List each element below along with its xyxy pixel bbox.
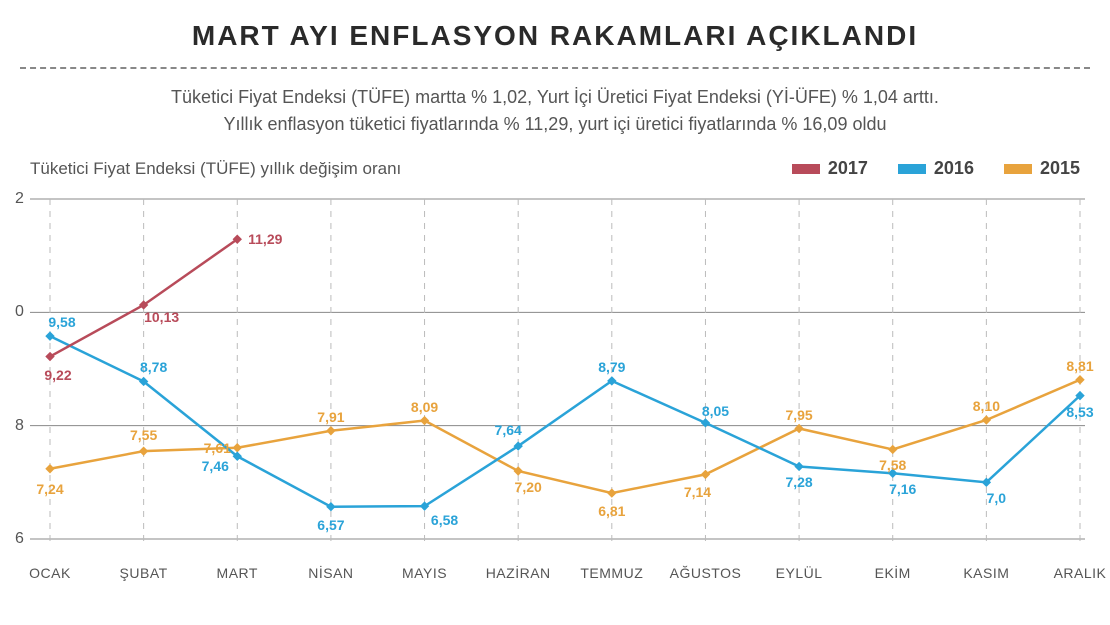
y-axis-tick-label: 0 [15, 303, 24, 321]
chart-svg [20, 189, 1090, 589]
chart-axis-label: Tüketici Fiyat Endeksi (TÜFE) yıllık değ… [30, 159, 401, 179]
chart-area: 6802OCAKŞUBATMARTNİSANMAYISHAZİRANTEMMUZ… [20, 189, 1090, 589]
data-point-label: 7,24 [36, 481, 63, 497]
x-axis-tick-label: ARALIK [1054, 565, 1107, 581]
data-point-label: 7,14 [684, 484, 711, 500]
data-point-label: 8,05 [702, 403, 729, 419]
x-axis-tick-label: EYLÜL [776, 565, 823, 581]
data-point-label: 9,58 [48, 314, 75, 330]
data-point-label: 7,16 [889, 481, 916, 497]
y-axis-tick-label: 6 [15, 530, 24, 548]
data-point-label: 8,78 [140, 359, 167, 375]
x-axis-tick-label: OCAK [29, 565, 71, 581]
data-point-label: 10,13 [144, 309, 179, 325]
legend-item-2016: 2016 [898, 158, 974, 179]
data-point-label: 7,58 [879, 457, 906, 473]
data-point-label: 6,57 [317, 517, 344, 533]
legend-label-2015: 2015 [1040, 158, 1080, 179]
legend-swatch-2017 [792, 164, 820, 174]
x-axis-tick-label: TEMMUZ [580, 565, 643, 581]
data-point-label: 8,09 [411, 399, 438, 415]
data-point-label: 7,46 [202, 458, 229, 474]
x-axis-tick-label: ŞUBAT [120, 565, 168, 581]
x-axis-tick-label: AĞUSTOS [670, 565, 742, 581]
legend: 2017 2016 2015 [792, 158, 1080, 179]
data-point-label: 7,95 [785, 407, 812, 423]
data-point-label: 11,29 [248, 231, 282, 247]
legend-swatch-2016 [898, 164, 926, 174]
x-axis-tick-label: NİSAN [308, 565, 353, 581]
data-point-label: 7,20 [515, 479, 542, 495]
data-point-label: 7,91 [317, 409, 344, 425]
data-point-label: 9,22 [44, 367, 71, 383]
data-point-label: 7,28 [785, 474, 812, 490]
subtitle: Tüketici Fiyat Endeksi (TÜFE) martta % 1… [20, 84, 1090, 138]
legend-item-2017: 2017 [792, 158, 868, 179]
data-point-label: 7,55 [130, 427, 157, 443]
legend-item-2015: 2015 [1004, 158, 1080, 179]
legend-swatch-2015 [1004, 164, 1032, 174]
chart-header: Tüketici Fiyat Endeksi (TÜFE) yıllık değ… [30, 158, 1080, 179]
x-axis-tick-label: MART [217, 565, 258, 581]
x-axis-tick-label: MAYIS [402, 565, 447, 581]
data-point-label: 8,53 [1066, 404, 1093, 420]
data-point-label: 7,61 [204, 440, 231, 456]
subtitle-line-1: Tüketici Fiyat Endeksi (TÜFE) martta % 1… [171, 87, 939, 107]
x-axis-tick-label: KASIM [963, 565, 1009, 581]
x-axis-tick-label: HAZİRAN [486, 565, 551, 581]
divider [20, 67, 1090, 69]
data-point-label: 6,81 [598, 503, 625, 519]
x-axis-tick-label: EKİM [875, 565, 911, 581]
data-point-label: 6,58 [431, 512, 458, 528]
data-point-label: 7,0 [987, 490, 1006, 506]
data-point-label: 8,81 [1066, 358, 1093, 374]
y-axis-tick-label: 2 [15, 190, 24, 208]
main-title: MART AYI ENFLASYON RAKAMLARI AÇIKLANDI [20, 20, 1090, 52]
subtitle-line-2: Yıllık enflasyon tüketici fiyatlarında %… [223, 114, 886, 134]
legend-label-2017: 2017 [828, 158, 868, 179]
infographic-container: MART AYI ENFLASYON RAKAMLARI AÇIKLANDI T… [0, 0, 1110, 625]
legend-label-2016: 2016 [934, 158, 974, 179]
data-point-label: 8,10 [973, 398, 1000, 414]
data-point-label: 7,64 [495, 422, 522, 438]
y-axis-tick-label: 8 [15, 417, 24, 435]
data-point-label: 8,79 [598, 359, 625, 375]
